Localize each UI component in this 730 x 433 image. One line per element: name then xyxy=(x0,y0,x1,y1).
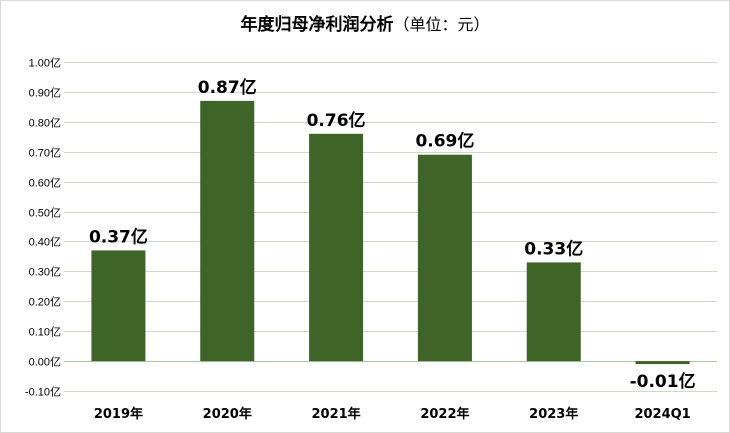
x-tick-label: 2021年 xyxy=(311,406,360,422)
gridlines xyxy=(64,62,717,392)
data-labels: 0.37亿 0.87亿 0.76亿 0.69亿 0.33亿 -0.01亿 xyxy=(89,77,696,392)
y-tick-label: 0.00亿 xyxy=(29,356,61,369)
y-tick-label: 0.40亿 xyxy=(29,236,61,249)
data-label: 0.76亿 xyxy=(307,110,366,131)
x-axis-ticks: 2019年 2020年 2021年 2022年 2023年 2024Q1 xyxy=(94,406,691,422)
chart-title-unit: （单位：元） xyxy=(393,15,489,34)
x-tick-label: 2022年 xyxy=(420,406,469,422)
y-tick-label: 0.60亿 xyxy=(29,177,61,190)
data-label: 0.69亿 xyxy=(415,131,474,152)
y-tick-label: 0.50亿 xyxy=(29,207,61,220)
y-tick-label: 0.70亿 xyxy=(29,147,61,160)
bar xyxy=(200,100,255,362)
y-tick-label: 0.10亿 xyxy=(29,326,61,339)
bar xyxy=(635,361,690,365)
y-tick-label: -0.10亿 xyxy=(25,386,61,399)
x-tick-label: 2019年 xyxy=(94,406,143,422)
bars xyxy=(91,100,690,365)
y-tick-label: 0.80亿 xyxy=(29,117,61,130)
data-label: -0.01亿 xyxy=(630,371,696,392)
y-tick-label: 0.20亿 xyxy=(29,296,61,309)
y-tick-label: 0.90亿 xyxy=(29,87,61,100)
chart-title-main: 年度归母净利润分析 xyxy=(240,14,393,35)
bar xyxy=(417,154,472,362)
y-tick-label: 0.30亿 xyxy=(29,266,61,279)
chart-title: 年度归母净利润分析（单位：元） xyxy=(240,14,489,35)
x-tick-label: 2023年 xyxy=(529,406,578,422)
x-tick-label: 2024Q1 xyxy=(634,407,690,422)
data-label: 0.87亿 xyxy=(198,77,257,98)
bar xyxy=(309,133,364,362)
x-tick-label: 2020年 xyxy=(203,406,252,422)
data-label: 0.33亿 xyxy=(524,238,583,259)
y-tick-label: 1.00亿 xyxy=(29,57,61,70)
data-label: 0.37亿 xyxy=(89,226,148,247)
bar xyxy=(526,262,581,362)
bar xyxy=(91,250,146,362)
y-axis-ticks: 1.00亿 0.90亿 0.80亿 0.70亿 0.60亿 0.50亿 0.40亿 0.30亿… xyxy=(25,57,61,399)
